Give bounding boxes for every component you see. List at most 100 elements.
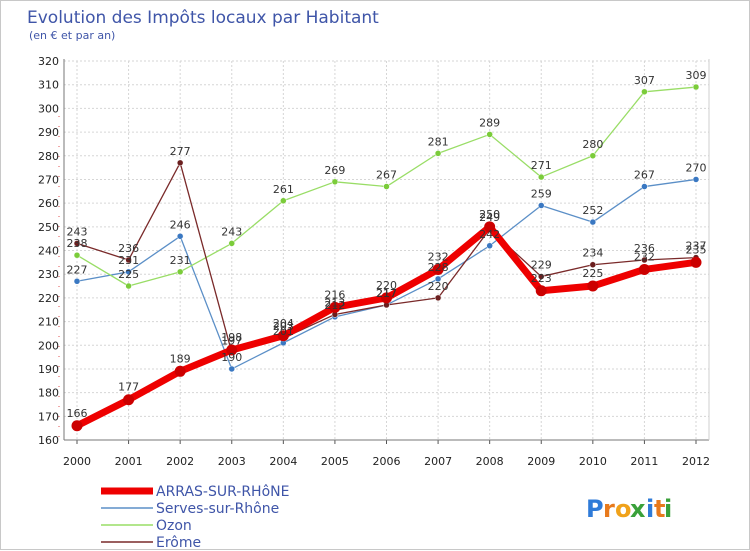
y-tick-label: 300: [38, 102, 59, 115]
value-label-er-me: 249: [479, 211, 500, 224]
value-label-ozon: 307: [634, 74, 655, 87]
point-er-me: [176, 159, 184, 167]
point-serves-sur-rh-ne: [486, 242, 493, 250]
y-tick-label: 220: [38, 292, 59, 305]
x-tick-label: 2012: [682, 455, 710, 468]
x-tick-label: 2000: [63, 455, 91, 468]
x-tick-label: 2010: [579, 455, 607, 468]
chart-subtitle: (en € et par an): [29, 29, 115, 42]
x-tick-label: 2001: [115, 455, 143, 468]
point-serves-sur-rh-ne: [176, 233, 184, 240]
logo-letter: r: [603, 495, 615, 523]
point-ozon: [486, 131, 493, 138]
point-arras-sur-rh-ne: [381, 292, 392, 304]
value-label-arras-sur-rh-ne: 223: [531, 272, 552, 285]
logo-letter: x: [630, 495, 646, 523]
y-tick-label: 170: [38, 410, 59, 423]
point-serves-sur-rh-ne: [641, 183, 648, 190]
y-tick-label: 230: [38, 268, 59, 281]
y-tick-label: 260: [38, 197, 59, 210]
value-label-arras-sur-rh-ne: 232: [428, 250, 449, 263]
value-label-er-me: 237: [686, 240, 707, 253]
y-tick-label: 240: [38, 245, 59, 258]
point-er-me: [434, 294, 442, 302]
logo-letter: i: [664, 495, 672, 523]
y-tick-label: 290: [38, 126, 59, 139]
value-label-ozon: 231: [170, 254, 191, 267]
point-arras-sur-rh-ne: [587, 280, 599, 292]
point-arras-sur-rh-ne: [690, 256, 702, 268]
value-label-serves-sur-rh-ne: 259: [531, 187, 552, 200]
point-arras-sur-rh-ne: [484, 221, 496, 233]
point-ozon: [692, 83, 700, 91]
value-label-arras-sur-rh-ne: 166: [67, 407, 88, 420]
value-label-serves-sur-rh-ne: 270: [686, 161, 707, 174]
value-label-arras-sur-rh-ne: 220: [376, 279, 397, 292]
value-label-er-me: 234: [582, 247, 603, 260]
point-ozon: [641, 88, 648, 96]
value-label-ozon: 289: [479, 116, 500, 129]
value-label-serves-sur-rh-ne: 227: [67, 263, 88, 276]
y-tick-label: 160: [38, 434, 59, 447]
value-label-ozon: 238: [67, 237, 88, 250]
value-label-er-me: 197: [221, 334, 242, 347]
value-label-serves-sur-rh-ne: 190: [221, 351, 242, 364]
x-tick-label: 2007: [424, 455, 452, 468]
x-tick-label: 2002: [166, 455, 194, 468]
value-label-arras-sur-rh-ne: 216: [324, 288, 345, 301]
value-label-ozon: 280: [582, 138, 603, 151]
point-arras-sur-rh-ne: [174, 365, 186, 377]
logo-letter: o: [615, 495, 632, 523]
point-ozon: [280, 197, 287, 205]
point-serves-sur-rh-ne: [538, 202, 545, 209]
point-arras-sur-rh-ne: [71, 420, 83, 432]
value-label-serves-sur-rh-ne: 228: [428, 261, 449, 274]
x-tick-label: 2011: [630, 455, 658, 468]
point-serves-sur-rh-ne: [589, 218, 597, 226]
point-arras-sur-rh-ne: [432, 263, 444, 275]
value-label-er-me: 236: [118, 242, 139, 255]
point-er-me: [641, 256, 648, 264]
y-tick-label: 320: [38, 55, 59, 68]
legend-label: ARRAS-SUR-RHôNE: [156, 484, 289, 500]
point-ozon: [589, 152, 597, 159]
point-serves-sur-rh-ne: [692, 176, 700, 183]
value-label-er-me: 236: [634, 242, 655, 255]
value-label-er-me: 203: [273, 320, 294, 333]
point-ozon: [434, 150, 442, 157]
value-label-er-me: 217: [376, 287, 397, 300]
point-arras-sur-rh-ne: [226, 344, 238, 356]
point-arras-sur-rh-ne: [638, 263, 650, 275]
value-label-ozon: 271: [531, 159, 552, 172]
point-ozon: [331, 178, 339, 186]
value-label-er-me: 277: [170, 145, 191, 158]
legend-label: Serves-sur-Rhône: [156, 501, 279, 517]
y-tick-label: 250: [38, 221, 59, 234]
point-er-me: [125, 256, 132, 264]
point-er-me: [538, 273, 545, 280]
value-label-serves-sur-rh-ne: 217: [376, 287, 397, 300]
point-ozon: [176, 268, 184, 276]
point-ozon: [538, 173, 545, 181]
value-label-ozon: 309: [686, 69, 707, 82]
y-tick-label: 280: [38, 150, 59, 163]
value-label-serves-sur-rh-ne: 212: [324, 299, 345, 312]
value-label-arras-sur-rh-ne: 250: [479, 208, 500, 221]
logo-letter: P: [586, 495, 604, 523]
y-tick-label: 190: [38, 363, 59, 376]
y-tick-label: 310: [38, 79, 59, 92]
point-arras-sur-rh-ne: [123, 394, 135, 406]
value-label-serves-sur-rh-ne: 201: [273, 325, 294, 338]
axes: 1601701801902002102202302402502602702802…: [38, 55, 710, 468]
value-label-serves-sur-rh-ne: 231: [118, 254, 139, 267]
x-tick-label: 2006: [373, 455, 401, 468]
value-label-er-me: 229: [531, 259, 552, 272]
value-label-serves-sur-rh-ne: 246: [170, 218, 191, 231]
value-label-serves-sur-rh-ne: 252: [582, 204, 603, 217]
x-tick-label: 2005: [321, 455, 349, 468]
value-label-er-me: 213: [324, 296, 345, 309]
point-ozon: [383, 183, 390, 190]
